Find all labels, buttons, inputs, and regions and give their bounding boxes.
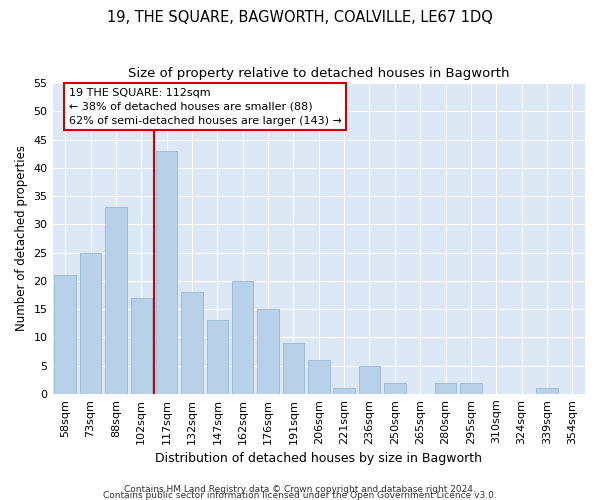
- Bar: [206, 320, 228, 394]
- Bar: [55, 275, 76, 394]
- Bar: [181, 292, 203, 394]
- Bar: [156, 151, 178, 394]
- Text: Contains HM Land Registry data © Crown copyright and database right 2024.: Contains HM Land Registry data © Crown c…: [124, 484, 476, 494]
- Bar: [105, 208, 127, 394]
- Bar: [334, 388, 355, 394]
- Bar: [257, 309, 279, 394]
- Text: 19, THE SQUARE, BAGWORTH, COALVILLE, LE67 1DQ: 19, THE SQUARE, BAGWORTH, COALVILLE, LE6…: [107, 10, 493, 25]
- Bar: [131, 298, 152, 394]
- Bar: [359, 366, 380, 394]
- Bar: [460, 382, 482, 394]
- X-axis label: Distribution of detached houses by size in Bagworth: Distribution of detached houses by size …: [155, 452, 482, 465]
- Bar: [232, 281, 253, 394]
- Y-axis label: Number of detached properties: Number of detached properties: [15, 146, 28, 332]
- Text: Contains public sector information licensed under the Open Government Licence v3: Contains public sector information licen…: [103, 490, 497, 500]
- Bar: [435, 382, 457, 394]
- Bar: [80, 252, 101, 394]
- Bar: [283, 343, 304, 394]
- Bar: [308, 360, 329, 394]
- Bar: [536, 388, 558, 394]
- Bar: [384, 382, 406, 394]
- Title: Size of property relative to detached houses in Bagworth: Size of property relative to detached ho…: [128, 68, 509, 80]
- Text: 19 THE SQUARE: 112sqm
← 38% of detached houses are smaller (88)
62% of semi-deta: 19 THE SQUARE: 112sqm ← 38% of detached …: [68, 88, 341, 126]
